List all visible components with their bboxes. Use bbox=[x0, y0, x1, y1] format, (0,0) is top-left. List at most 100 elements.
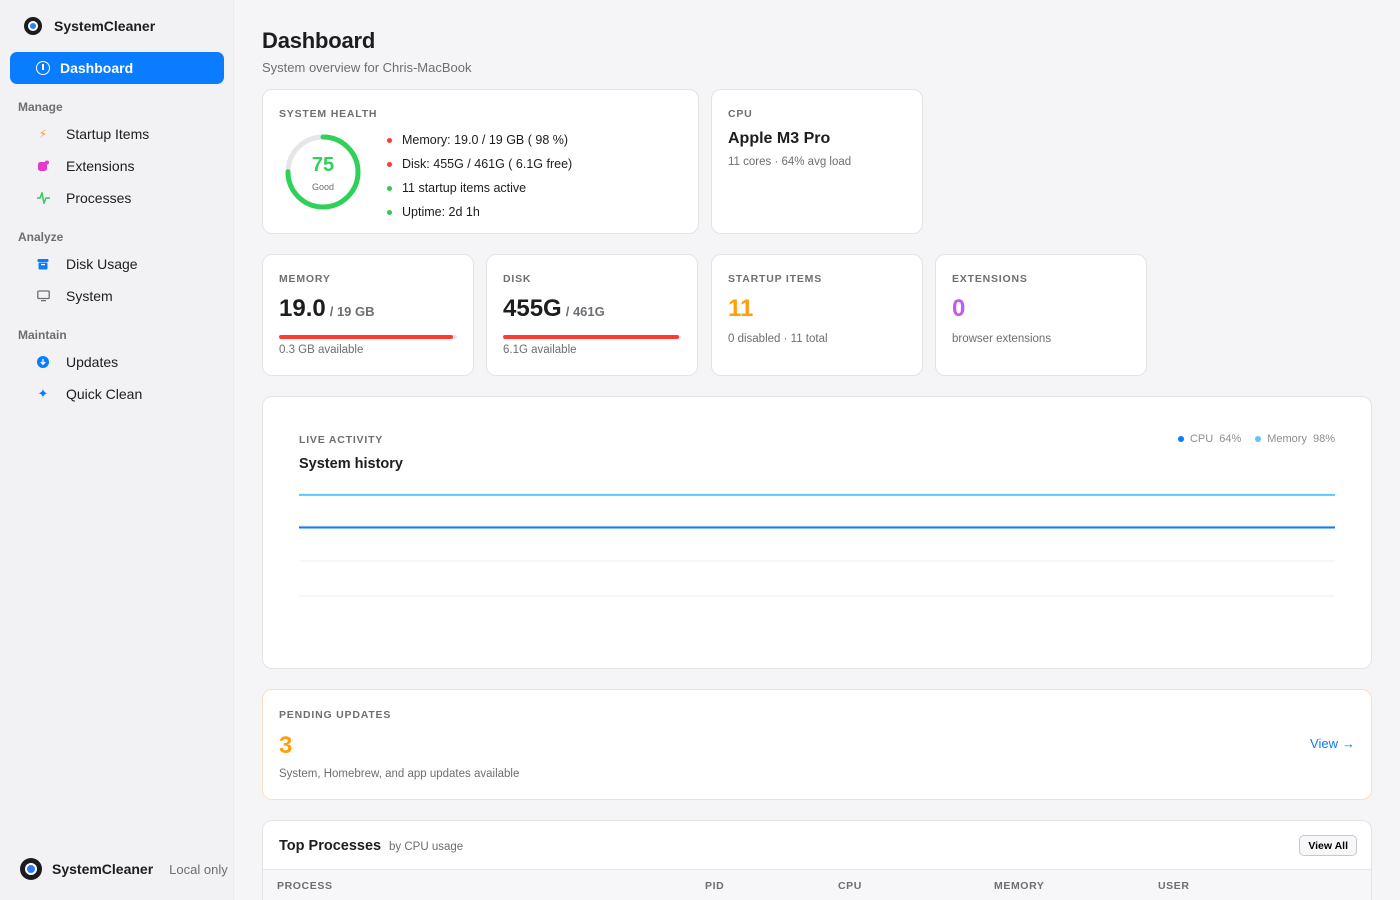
updates-description: System, Homebrew, and app updates availa… bbox=[279, 768, 520, 780]
sidebar-item-label: Extensions bbox=[66, 158, 135, 174]
sidebar-section-manage: Manage bbox=[18, 100, 63, 114]
health-item: Uptime: 2d 1h bbox=[387, 200, 572, 224]
sidebar-item-label: Updates bbox=[66, 354, 119, 370]
archive-icon bbox=[36, 257, 50, 271]
card-label: CPU bbox=[728, 108, 753, 120]
disk-usage-fill bbox=[503, 335, 679, 339]
sidebar-item-label: Processes bbox=[66, 190, 132, 206]
health-item-text: Uptime: 2d 1h bbox=[402, 205, 480, 219]
sidebar-section-maintain: Maintain bbox=[18, 328, 67, 342]
monitor-icon bbox=[36, 289, 50, 303]
view-link-label: View bbox=[1310, 736, 1338, 751]
system-history-chart bbox=[299, 493, 1335, 597]
app-logo-icon bbox=[24, 17, 42, 35]
memory-used: 19.0 bbox=[279, 295, 326, 322]
legend-value: 64% bbox=[1219, 433, 1242, 445]
disk-usage-bar bbox=[503, 335, 681, 339]
legend-label: Memory bbox=[1267, 433, 1307, 445]
status-dot-icon bbox=[387, 137, 392, 143]
health-item: 11 startup items active bbox=[387, 176, 572, 200]
table-header: PROCESS PID CPU MEMORY USER bbox=[263, 869, 1371, 900]
chart-legend: CPU 64% Memory 98% bbox=[1177, 433, 1335, 445]
cpu-name: Apple M3 Pro bbox=[728, 130, 831, 147]
extensions-detail: browser extensions bbox=[952, 333, 1052, 345]
sidebar-brand: SystemCleaner bbox=[24, 16, 155, 36]
updates-count: 3 bbox=[279, 732, 293, 759]
puzzle-icon bbox=[36, 159, 50, 173]
arrow-right-icon: → bbox=[1342, 736, 1355, 751]
memory-value: 19.0 / 19 GB bbox=[279, 295, 375, 323]
sidebar-item-processes[interactable]: Processes bbox=[36, 187, 131, 209]
health-score: 75 bbox=[311, 154, 335, 176]
sidebar-item-label: Quick Clean bbox=[66, 386, 143, 402]
app-logo-icon bbox=[20, 858, 42, 880]
pending-updates-card: PENDING UPDATES 3 System, Homebrew, and … bbox=[262, 689, 1372, 800]
sidebar-item-system[interactable]: System bbox=[36, 285, 113, 307]
processes-subtitle: by CPU usage bbox=[389, 841, 464, 853]
view-all-button[interactable]: View All bbox=[1299, 835, 1357, 856]
legend-dot-icon bbox=[1177, 436, 1184, 442]
legend-item-cpu: CPU 64% bbox=[1177, 433, 1242, 445]
view-updates-link[interactable]: View → bbox=[1310, 736, 1355, 751]
extensions-count: 0 bbox=[952, 295, 966, 322]
legend-dot-icon bbox=[1255, 436, 1262, 442]
card-label: EXTENSIONS bbox=[952, 273, 1028, 285]
cpu-detail: 11 cores · 64% avg load bbox=[728, 156, 852, 168]
chart-title: System history bbox=[299, 456, 403, 472]
cpu-card: CPU Apple M3 Pro 11 cores · 64% avg load bbox=[711, 89, 923, 234]
top-processes-card: Top Processes by CPU usage View All PROC… bbox=[262, 820, 1372, 900]
status-dot-icon bbox=[387, 209, 392, 215]
memory-usage-fill bbox=[279, 335, 454, 339]
lightning-icon: ⚡ bbox=[38, 127, 48, 141]
column-header-memory[interactable]: MEMORY bbox=[994, 880, 1045, 892]
card-label: STARTUP ITEMS bbox=[728, 273, 823, 285]
card-label: SYSTEM HEALTH bbox=[279, 108, 378, 120]
column-header-cpu[interactable]: CPU bbox=[838, 880, 862, 892]
disk-total: / 461G bbox=[565, 304, 605, 319]
column-header-pid[interactable]: PID bbox=[705, 880, 725, 892]
startup-detail: 0 disabled · 11 total bbox=[728, 333, 828, 345]
health-item-text: Disk: 455G / 461G ( 6.1G free) bbox=[402, 157, 573, 171]
sidebar-section-analyze: Analyze bbox=[18, 230, 64, 244]
health-item-text: Memory: 19.0 / 19 GB ( 98 %) bbox=[402, 133, 569, 147]
pulse-icon bbox=[36, 191, 50, 205]
sidebar-item-disk-usage[interactable]: Disk Usage bbox=[36, 253, 138, 275]
column-header-process[interactable]: PROCESS bbox=[277, 880, 333, 892]
startup-items-card: STARTUP ITEMS 11 0 disabled · 11 total bbox=[711, 254, 923, 376]
processes-title: Top Processes bbox=[279, 838, 382, 854]
startup-count: 11 bbox=[728, 295, 754, 322]
live-activity-card: LIVE ACTIVITY System history CPU 64% Mem… bbox=[262, 396, 1372, 669]
memory-usage-bar bbox=[279, 335, 457, 339]
card-label: LIVE ACTIVITY bbox=[299, 434, 384, 446]
card-label: DISK bbox=[503, 273, 532, 285]
health-item: Memory: 19.0 / 19 GB ( 98 %) bbox=[387, 128, 572, 152]
legend-label: CPU bbox=[1189, 433, 1214, 445]
sidebar-item-label: Dashboard bbox=[60, 60, 134, 76]
sidebar-item-updates[interactable]: Updates bbox=[36, 351, 118, 373]
legend-value: 98% bbox=[1312, 433, 1335, 445]
card-label: MEMORY bbox=[279, 273, 331, 285]
health-gauge: 75 Good bbox=[283, 132, 363, 212]
download-circle-icon bbox=[36, 355, 50, 369]
disk-card: DISK 455G / 461G 6.1G available bbox=[486, 254, 698, 376]
disk-available: 6.1G available bbox=[503, 344, 577, 356]
footer-status: Local only bbox=[169, 861, 228, 877]
sidebar-item-quick-clean[interactable]: ✦ Quick Clean bbox=[36, 383, 143, 405]
footer-app-name: SystemCleaner bbox=[52, 861, 154, 877]
memory-available: 0.3 GB available bbox=[279, 344, 364, 356]
disk-used: 455G bbox=[503, 295, 562, 322]
sidebar-item-label: Startup Items bbox=[66, 126, 150, 142]
health-score-label: Good bbox=[311, 182, 335, 192]
page-title: Dashboard bbox=[262, 28, 376, 53]
dashboard-icon bbox=[36, 61, 50, 75]
extensions-card: EXTENSIONS 0 browser extensions bbox=[935, 254, 1147, 376]
column-header-user[interactable]: USER bbox=[1158, 880, 1190, 892]
sparkles-icon: ✦ bbox=[37, 386, 49, 401]
card-label: PENDING UPDATES bbox=[279, 709, 392, 721]
sidebar-item-dashboard[interactable]: Dashboard bbox=[10, 52, 224, 84]
memory-total: / 19 GB bbox=[329, 304, 375, 319]
sidebar-item-startup-items[interactable]: ⚡ Startup Items bbox=[36, 123, 149, 145]
sidebar-item-extensions[interactable]: Extensions bbox=[36, 155, 134, 177]
status-dot-icon bbox=[387, 161, 392, 167]
sidebar-footer: SystemCleaner Local only bbox=[20, 858, 228, 880]
